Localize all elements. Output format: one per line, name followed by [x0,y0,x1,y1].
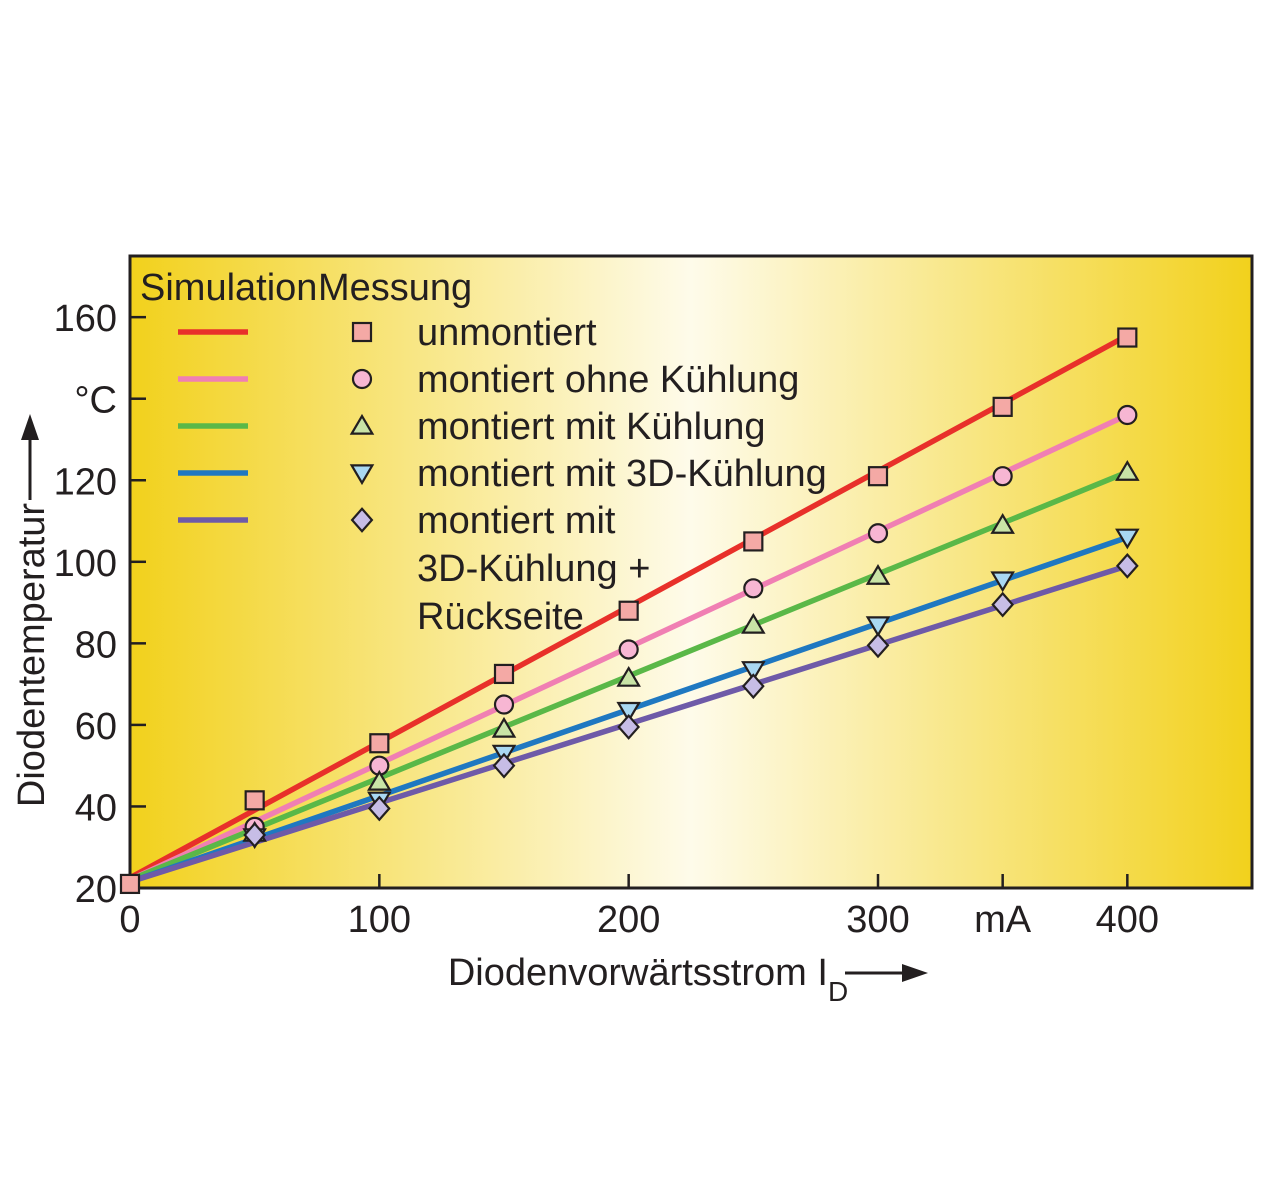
data-point-montiert-ohne-kuehlung [1117,404,1138,426]
legend-label: montiert mit Kühlung [417,406,766,448]
y-tick-label: 120 [54,461,117,503]
data-point-montiert-mit-3d-kuehlung [1115,528,1140,550]
data-point-unmontiert [1117,327,1138,348]
y-unit-label: °C [74,380,117,422]
data-point-unmontiert [244,790,265,811]
data-point-montiert-ohne-kuehlung [618,639,639,660]
y-tick-label: 80 [75,624,117,666]
data-point-montiert-ohne-kuehlung [493,694,515,715]
data-point-unmontiert [119,873,141,895]
x-axis-arrow-icon [845,964,928,982]
x-unit-label: mA [974,899,1032,941]
x-axis-title-main: Diodenvorwärtsstrom I [448,952,828,994]
data-point-montiert-mit-3d-kuehlung-rueckseite [866,632,890,659]
legend-marker-square-icon [351,321,373,343]
legend-entry-unmontiert: unmontiert [178,312,597,354]
y-tick-label: 100 [54,543,117,585]
y-tick-label: 20 [75,869,117,911]
data-point-montiert-mit-kuehlung [491,716,517,738]
data-point-unmontiert [743,531,764,552]
measurement-markers [119,327,1140,895]
y-tick-label: 40 [75,787,117,829]
data-point-montiert-ohne-kuehlung [992,466,1013,487]
data-point-montiert-mit-kuehlung [990,513,1015,534]
legend-label: Rückseite [417,596,584,638]
data-point-montiert-mit-3d-kuehlung [616,701,641,723]
legend-label: montiert mit 3D-Kühlung [417,453,827,495]
data-point-unmontiert [369,733,390,754]
data-point-montiert-ohne-kuehlung [743,578,764,599]
legend-label: montiert mit [417,500,616,542]
data-point-montiert-mit-3d-kuehlung-rueckseite [1115,552,1139,579]
y-tick-label: 160 [54,298,117,340]
legend-label: montiert ohne Kühlung [417,359,799,401]
legend: Simulation Messung unmontiert montiert oh… [140,267,827,638]
legend-header-simulation: Simulation [140,267,317,309]
arrow-head [21,414,39,440]
arrow-head [902,964,928,982]
data-point-montiert-mit-kuehlung [741,612,766,634]
y-axis-title: Diodentemperatur [11,503,53,808]
data-point-montiert-mit-3d-kuehlung-rueckseite [367,795,391,822]
x-axis-title-subscript: D [828,976,848,1007]
data-point-montiert-mit-3d-kuehlung [741,661,766,682]
x-axis-title: Diodenvorwärtsstrom ID [448,952,848,1007]
data-point-unmontiert [493,663,515,685]
y-axis-arrow-icon [21,414,39,500]
y-tick-labels: 20 40 60 80 100 120 160 [54,298,117,911]
legend-entry-montiert-ohne-kuehlung: montiert ohne Kühlung [178,359,799,401]
data-point-montiert-mit-3d-kuehlung [865,616,891,638]
data-point-montiert-mit-3d-kuehlung-rueckseite [243,822,267,848]
x-tick-label: 200 [597,899,660,941]
y-tick-label: 60 [75,706,117,748]
legend-marker-diamond-icon [350,507,374,533]
legend-marker-circle-icon [351,368,373,390]
data-point-montiert-mit-3d-kuehlung [990,571,1015,593]
data-point-montiert-mit-kuehlung [367,769,392,791]
legend-entry-montiert-mit-kuehlung: montiert mit Kühlung [178,406,766,448]
data-point-unmontiert [867,466,889,487]
legend-label: unmontiert [417,312,597,354]
legend-label: 3D-Kühlung + [417,548,650,590]
data-point-montiert-mit-3d-kuehlung-rueckseite [991,591,1015,618]
legend-entry-montiert-mit-3d-kuehlung: montiert mit 3D-Kühlung [178,453,827,495]
x-tick-labels: 0 100 200 300 400 [119,899,1159,941]
data-point-unmontiert [618,600,639,621]
legend-header-measurement: Messung [318,267,472,309]
x-tick-label: 400 [1096,899,1159,941]
legend-marker-triangle-down-icon [349,464,375,486]
legend-entries: unmontiert montiert ohne Kühlung montiert … [178,312,827,638]
legend-marker-triangle-up-icon [349,413,375,435]
legend-entry-montiert-mit-3d-kuehlung-rueckseite: montiert mit 3D-Kühlung + Rückseite [178,500,650,638]
data-point-montiert-mit-kuehlung [1115,460,1140,481]
data-point-montiert-mit-kuehlung [865,564,891,585]
data-point-montiert-mit-3d-kuehlung-rueckseite [617,714,641,740]
data-point-montiert-mit-3d-kuehlung-rueckseite [492,752,516,779]
x-tick-label: 300 [846,899,909,941]
data-point-unmontiert [992,396,1013,417]
data-point-montiert-ohne-kuehlung [867,523,889,544]
data-point-montiert-mit-3d-kuehlung-rueckseite [741,673,765,700]
data-point-montiert-mit-kuehlung [616,665,641,687]
x-tick-label: 0 [119,899,140,941]
x-tick-label: 100 [348,899,411,941]
